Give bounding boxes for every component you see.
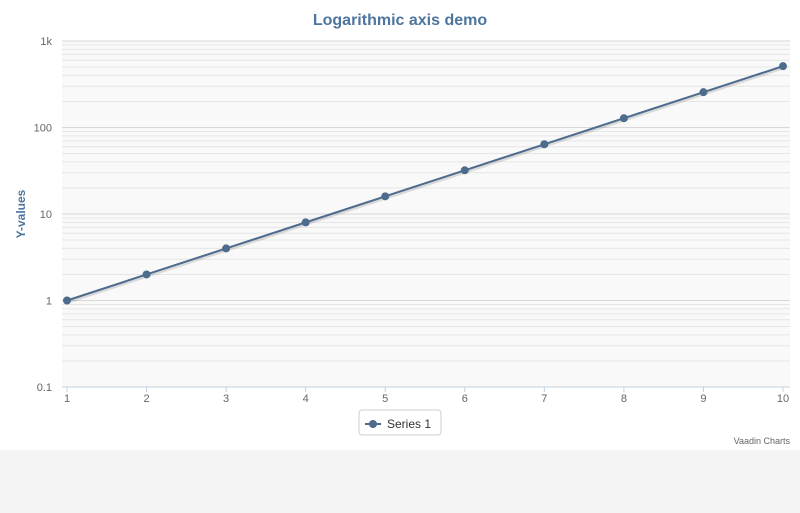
x-tick-label: 9 bbox=[700, 393, 706, 405]
data-point[interactable] bbox=[222, 244, 231, 253]
y-tick-label: 10 bbox=[40, 209, 52, 221]
series-line bbox=[66, 65, 784, 302]
credits-link[interactable]: Vaadin Charts bbox=[734, 436, 791, 446]
x-tick-label: 8 bbox=[621, 393, 627, 405]
x-tick-label: 2 bbox=[143, 393, 149, 405]
x-tick-label: 6 bbox=[462, 393, 468, 405]
legend-box bbox=[358, 409, 442, 436]
y-axis-title: Y-values bbox=[14, 189, 28, 238]
chart-container: 1 2 3 4 5 6 7 8 9 10 0.1 1 10 100 1k Logarithmic axis… bbox=[0, 0, 800, 450]
data-point[interactable] bbox=[779, 62, 787, 71]
y-tick-label: 1k bbox=[40, 36, 52, 48]
grid-lines bbox=[62, 40, 790, 388]
data-point[interactable] bbox=[142, 270, 151, 279]
data-point[interactable] bbox=[540, 140, 549, 149]
x-tick-label: 7 bbox=[541, 393, 547, 405]
y-tick-label: 1 bbox=[46, 296, 52, 308]
x-tick-label: 10 bbox=[777, 393, 789, 405]
x-axis-ticks: 1 2 3 4 5 6 7 8 9 10 bbox=[64, 387, 789, 405]
data-point[interactable] bbox=[381, 192, 390, 201]
x-tick-label: 3 bbox=[223, 393, 229, 405]
line-chart: 1 2 3 4 5 6 7 8 9 10 0.1 1 10 100 1k Logarithmic axis… bbox=[14, 12, 791, 446]
series-layer bbox=[63, 62, 787, 305]
y-tick-label: 100 bbox=[34, 123, 52, 135]
y-tick-label: 0.1 bbox=[37, 382, 52, 394]
data-point[interactable] bbox=[619, 114, 628, 123]
x-tick-label: 1 bbox=[64, 393, 70, 405]
legend-marker-icon bbox=[369, 420, 377, 428]
data-point[interactable] bbox=[63, 296, 71, 305]
x-tick-label: 5 bbox=[382, 393, 388, 405]
data-point[interactable] bbox=[460, 166, 469, 175]
y-axis-ticks: 0.1 1 10 100 1k bbox=[34, 36, 53, 394]
data-point[interactable] bbox=[301, 218, 310, 227]
x-tick-label: 4 bbox=[303, 393, 309, 405]
data-point[interactable] bbox=[699, 88, 708, 97]
chart-title: Logarithmic axis demo bbox=[313, 12, 487, 29]
series-line-shadow bbox=[67, 65, 785, 304]
legend[interactable]: Series 1 bbox=[358, 409, 442, 436]
legend-item-series-1[interactable]: Series 1 bbox=[387, 417, 431, 431]
